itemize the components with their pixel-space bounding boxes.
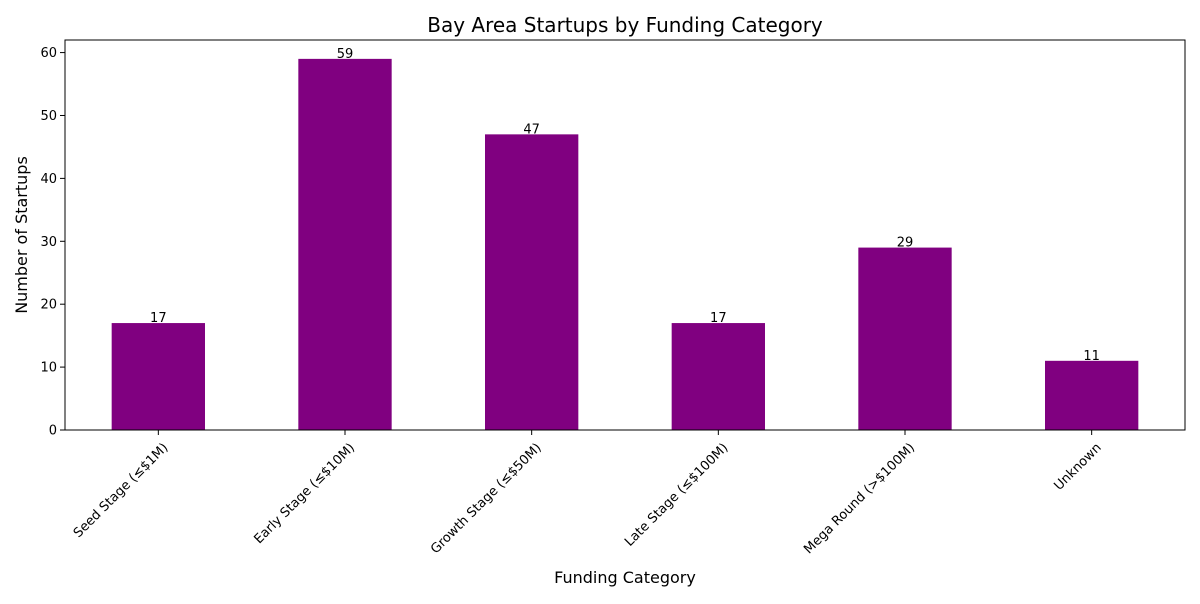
y-axis-label: Number of Startups: [12, 156, 31, 314]
data-label: 29: [897, 236, 914, 251]
bar: [485, 134, 579, 430]
chart-title: Bay Area Startups by Funding Category: [427, 13, 823, 37]
data-label: 17: [150, 311, 167, 326]
y-tick-label: 40: [40, 172, 57, 187]
data-label: 17: [710, 311, 727, 326]
x-tick-label: Mega Round (>$100M): [801, 440, 918, 557]
plot-area: 17 59 47 17 29 11 0 10 20 30 40 50 60 Seed Stage (≤$1…: [40, 39, 1186, 557]
data-label: 11: [1083, 349, 1100, 364]
x-axis-label: Funding Category: [554, 568, 696, 587]
x-tick-label: Late Stage (≤$100M): [622, 440, 731, 549]
y-tick-label: 60: [40, 46, 57, 61]
y-tick-label: 30: [40, 235, 57, 250]
plot-frame: [64, 39, 1186, 431]
y-tick-label: 0: [49, 424, 57, 439]
bar: [858, 247, 952, 430]
x-tick-label: Seed Stage (≤$1M): [71, 440, 171, 540]
bar: [298, 58, 392, 430]
bar: [1045, 360, 1139, 430]
y-tick-label: 20: [40, 298, 57, 313]
x-tick-label: Growth Stage (≤$50M): [428, 440, 545, 557]
y-tick-label: 50: [40, 109, 57, 124]
bar: [111, 323, 205, 430]
y-tick-label: 10: [40, 361, 57, 376]
bar: [671, 323, 765, 430]
data-label: 47: [523, 122, 540, 137]
x-tick-label: Early Stage (≤$10M): [251, 440, 358, 547]
data-label: 59: [337, 47, 354, 62]
x-tick-label: Unknown: [1051, 440, 1104, 493]
